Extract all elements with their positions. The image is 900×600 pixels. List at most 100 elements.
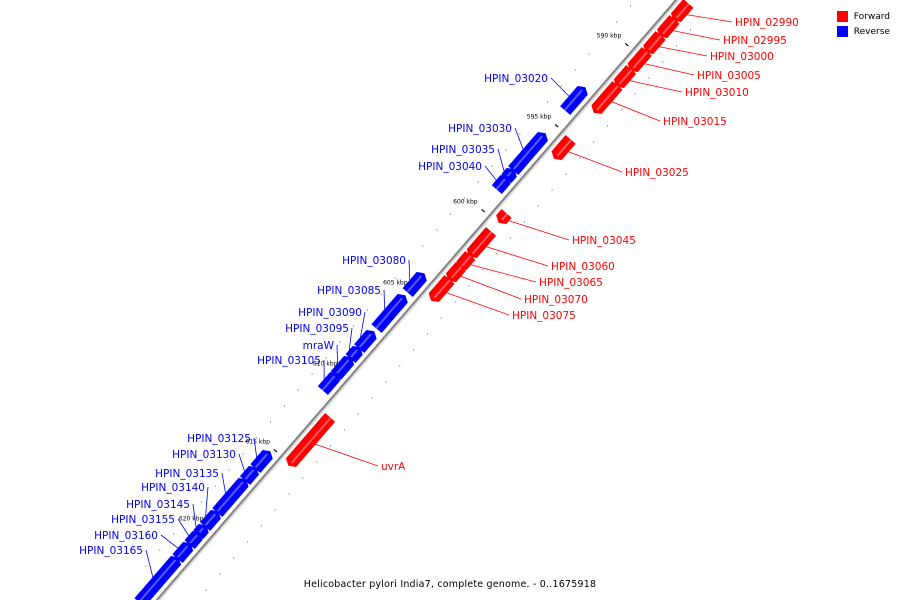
minor-tick bbox=[358, 414, 359, 415]
leader-line bbox=[485, 166, 496, 180]
minor-tick bbox=[464, 198, 465, 199]
minor-tick bbox=[566, 174, 567, 175]
gene-label-HPIN_03135: HPIN_03135 bbox=[155, 468, 219, 480]
forward-swatch bbox=[837, 11, 848, 22]
gene-label-HPIN_03165: HPIN_03165 bbox=[79, 545, 143, 557]
minor-tick bbox=[201, 502, 202, 503]
gene-label-HPIN_03025: HPIN_03025 bbox=[625, 167, 689, 179]
tick-label: 590 kbp bbox=[597, 32, 622, 39]
legend-reverse-label: Reverse bbox=[854, 27, 890, 37]
leader-line bbox=[569, 152, 622, 172]
gene-label-HPIN_02995: HPIN_02995 bbox=[723, 35, 787, 47]
tick-label: 605 kbp bbox=[383, 279, 408, 286]
gene-label-HPIN_03075: HPIN_03075 bbox=[512, 310, 576, 322]
minor-tick bbox=[159, 550, 160, 551]
minor-tick bbox=[579, 158, 580, 159]
gene-label-HPIN_03045: HPIN_03045 bbox=[572, 235, 636, 247]
legend-forward: Forward bbox=[837, 9, 890, 24]
gene-label-HPIN_03070: HPIN_03070 bbox=[524, 294, 588, 306]
minor-tick bbox=[261, 526, 262, 527]
minor-tick bbox=[316, 462, 317, 463]
minor-tick bbox=[395, 278, 396, 279]
leader-line bbox=[315, 444, 378, 466]
leader-line bbox=[461, 276, 521, 299]
gene-features bbox=[135, 0, 694, 600]
minor-tick bbox=[506, 150, 507, 151]
gene-label-HPIN_03105: HPIN_03105 bbox=[257, 355, 321, 367]
gene-label-HPIN_03010: HPIN_03010 bbox=[685, 87, 749, 99]
gene-label-HPIN_03080: HPIN_03080 bbox=[342, 255, 406, 267]
leader-line bbox=[509, 221, 569, 240]
minor-tick bbox=[575, 70, 576, 71]
tick-mark bbox=[625, 43, 628, 46]
minor-tick bbox=[635, 94, 636, 95]
tick-label: 600 kbp bbox=[453, 198, 478, 205]
tick-mark bbox=[274, 449, 277, 452]
leader-line bbox=[206, 487, 208, 516]
leader-line bbox=[409, 260, 410, 280]
leader-line bbox=[447, 293, 509, 315]
gene-label-HPIN_03140: HPIN_03140 bbox=[141, 482, 205, 494]
minor-tick bbox=[427, 334, 428, 335]
leader-line bbox=[337, 345, 338, 364]
minor-tick bbox=[621, 110, 622, 111]
reverse-swatch bbox=[837, 26, 848, 37]
minor-tick bbox=[339, 342, 340, 343]
leader-line bbox=[161, 535, 178, 548]
gene-label-HPIN_02990: HPIN_02990 bbox=[735, 17, 799, 29]
minor-tick bbox=[298, 390, 299, 391]
minor-tick bbox=[422, 246, 423, 247]
minor-tick bbox=[538, 206, 539, 207]
leader-line bbox=[349, 328, 352, 350]
leader-line bbox=[498, 149, 504, 171]
backbone-group bbox=[150, 0, 684, 600]
leader-line bbox=[645, 64, 694, 75]
gene-label-HPIN_03030: HPIN_03030 bbox=[448, 123, 512, 135]
minor-tick bbox=[524, 222, 525, 223]
gene-label-HPIN_03155: HPIN_03155 bbox=[111, 514, 175, 526]
minor-tick bbox=[372, 398, 373, 399]
minor-tick bbox=[187, 518, 188, 519]
minor-tick bbox=[344, 430, 345, 431]
legend-reverse: Reverse bbox=[837, 24, 890, 39]
minor-tick bbox=[229, 470, 230, 471]
minor-tick bbox=[441, 318, 442, 319]
minor-tick bbox=[649, 78, 650, 79]
gene-label-mraW: mraW bbox=[303, 340, 335, 352]
minor-tick bbox=[413, 350, 414, 351]
minor-tick bbox=[492, 166, 493, 167]
gene-label-HPIN_03060: HPIN_03060 bbox=[551, 261, 615, 273]
minor-tick bbox=[353, 326, 354, 327]
genome-caption: Helicobacter pylori India7, complete gen… bbox=[0, 579, 900, 590]
minor-tick bbox=[602, 38, 603, 39]
minor-tick bbox=[330, 446, 331, 447]
tick-label: 620 kbp bbox=[179, 515, 204, 522]
minor-tick bbox=[386, 382, 387, 383]
tick-mark bbox=[555, 124, 558, 127]
minor-tick bbox=[455, 302, 456, 303]
gene-label-HPIN_03000: HPIN_03000 bbox=[710, 51, 774, 63]
leader-line bbox=[612, 102, 660, 121]
minor-tick bbox=[630, 6, 631, 7]
minor-tick bbox=[589, 54, 590, 55]
minor-tick bbox=[482, 270, 483, 271]
leader-line bbox=[471, 265, 536, 282]
leader-line bbox=[630, 81, 682, 92]
minor-tick bbox=[519, 134, 520, 135]
minor-tick bbox=[450, 214, 451, 215]
gene-label-HPIN_03145: HPIN_03145 bbox=[126, 499, 190, 511]
minor-tick bbox=[367, 310, 368, 311]
gene-label-HPIN_03015: HPIN_03015 bbox=[663, 116, 727, 128]
gene-label-HPIN_03090: HPIN_03090 bbox=[298, 307, 362, 319]
minor-tick bbox=[284, 406, 285, 407]
minor-tick bbox=[289, 494, 290, 495]
legend: Forward Reverse bbox=[837, 9, 890, 39]
minor-tick bbox=[381, 294, 382, 295]
leader-line bbox=[239, 454, 245, 471]
minor-tick bbox=[270, 422, 271, 423]
minor-tick bbox=[469, 286, 470, 287]
gene-label-HPIN_03095: HPIN_03095 bbox=[285, 323, 349, 335]
leader-line bbox=[659, 47, 707, 56]
gene-label-uvrA: uvrA bbox=[381, 461, 406, 473]
